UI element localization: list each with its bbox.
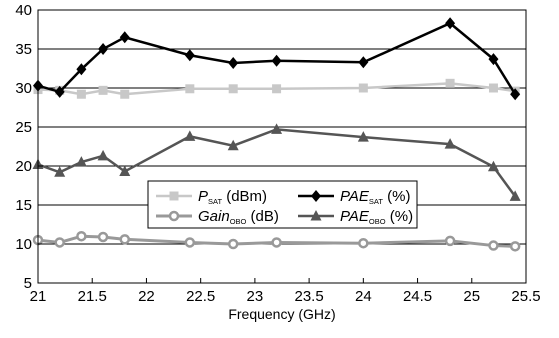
legend-label: GainOBO (dB) <box>198 208 279 226</box>
series-diamond <box>33 17 521 101</box>
legend-label: PAESAT (%) <box>340 188 410 206</box>
legend-box <box>147 180 418 229</box>
data-point <box>488 53 499 66</box>
data-point <box>185 84 195 94</box>
data-point <box>271 54 282 67</box>
data-point <box>184 130 196 141</box>
data-point <box>97 149 109 161</box>
data-point <box>184 49 195 62</box>
data-point <box>509 241 521 252</box>
ytick-label: 5 <box>24 275 32 292</box>
legend-label: PAEOBO (%) <box>340 208 413 226</box>
legend-entry: PSAT (dBm) <box>156 188 267 206</box>
data-point <box>75 156 87 167</box>
xtick-label: 21.5 <box>78 288 107 305</box>
data-point <box>119 165 131 176</box>
data-point <box>98 43 109 55</box>
data-point <box>445 78 455 88</box>
ytick-label: 40 <box>15 2 32 19</box>
legend-entry: PAESAT (%) <box>298 188 410 206</box>
legend: PSAT (dBm) PAESAT (%)GainOBO (dB) PAEOBO (… <box>147 180 418 229</box>
legend-label: PSAT (dBm) <box>198 188 267 206</box>
legend-label-main: P <box>198 188 208 205</box>
data-point <box>271 237 282 248</box>
series-square <box>33 78 520 99</box>
data-point <box>54 237 65 248</box>
xtick-label: 25 <box>463 288 480 305</box>
legend-entry: PAEOBO (%) <box>298 208 413 226</box>
data-point <box>119 31 130 44</box>
data-point <box>510 88 521 101</box>
x-axis-label: Frequency (GHz) <box>228 306 335 322</box>
legend-label-subscript: SAT <box>369 197 383 206</box>
data-point <box>358 83 368 93</box>
legend-swatch-marker <box>311 190 321 202</box>
data-point <box>488 83 498 93</box>
xtick-label: 22 <box>138 288 155 305</box>
legend-label-unit: (%) <box>386 208 414 225</box>
legend-label-unit: (%) <box>383 188 411 205</box>
series-line <box>37 21 517 95</box>
xtick-label: 24.5 <box>403 288 432 305</box>
data-point <box>358 237 369 249</box>
data-point <box>272 84 282 94</box>
axis-ticks: 5 10 15 20 25 30 35 40 21 21.5 22 22.5 23 23.5 24 24.5 2… <box>15 2 540 305</box>
legend-entry: GainOBO (dB) <box>156 208 279 226</box>
data-point <box>54 166 66 177</box>
data-point <box>76 230 87 242</box>
legend-label-subscript: SAT <box>208 197 222 206</box>
data-point <box>97 231 109 243</box>
data-point <box>120 89 130 99</box>
data-point <box>357 131 369 142</box>
data-point <box>444 235 456 247</box>
xtick-label: 23.5 <box>295 288 324 305</box>
legend-label-subscript: OBO <box>369 217 386 226</box>
ytick-label: 35 <box>15 41 32 58</box>
data-point <box>488 240 499 251</box>
ytick-label: 15 <box>15 197 32 214</box>
legend-label-main: Gain <box>198 208 230 225</box>
legend-label-unit: (dB) <box>246 208 279 225</box>
data-point <box>184 237 196 248</box>
legend-swatch-marker <box>169 191 179 201</box>
xtick-label: 23 <box>247 288 264 305</box>
data-point <box>358 56 369 69</box>
data-point <box>227 139 239 151</box>
data-point <box>76 89 86 99</box>
data-point <box>487 160 499 172</box>
legend-label-subscript: OBO <box>230 217 247 226</box>
xtick-label: 24 <box>355 288 372 305</box>
data-point <box>444 138 456 149</box>
data-point <box>509 190 521 201</box>
data-point <box>119 234 131 245</box>
xtick-label: 21 <box>30 288 47 305</box>
data-point <box>228 84 238 94</box>
data-point <box>227 238 239 250</box>
plot-frame <box>37 9 527 284</box>
series-circle <box>32 230 521 252</box>
series-layer <box>32 17 521 252</box>
ytick-label: 25 <box>15 119 32 136</box>
legend-label-main: PAE <box>340 188 370 205</box>
legend-label-main: PAE <box>340 208 370 225</box>
data-point <box>76 63 87 76</box>
data-point <box>228 57 239 70</box>
xtick-label: 22.5 <box>186 288 215 305</box>
legend-label-unit: (dBm) <box>222 188 267 205</box>
legend-swatch-marker <box>168 210 180 222</box>
legend-swatch-marker <box>310 210 322 221</box>
ytick-label: 30 <box>15 80 32 97</box>
data-point <box>271 123 283 134</box>
ytick-label: 20 <box>15 158 32 175</box>
xtick-label: 25.5 <box>511 288 540 305</box>
data-point <box>445 17 456 30</box>
data-point <box>98 85 108 95</box>
data-point <box>54 85 65 98</box>
ytick-label: 10 <box>15 236 32 253</box>
